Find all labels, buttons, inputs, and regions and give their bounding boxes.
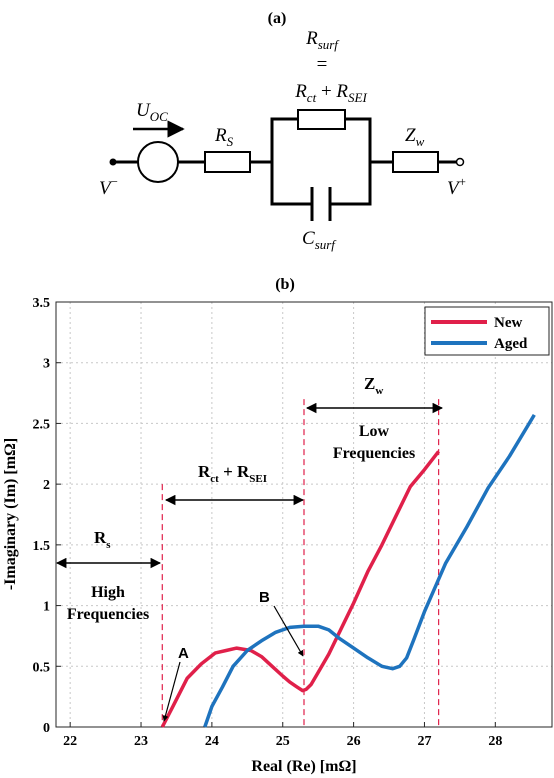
x-tick-label: 26 [347, 734, 361, 749]
x-tick-label: 28 [488, 734, 502, 749]
high-frequencies-line1: High [91, 584, 125, 601]
rs-label: Rs [94, 528, 111, 551]
x-tick-label: 24 [205, 734, 219, 749]
annotations: Rs High Frequencies Rct + RSEI Zw Low Fr… [55, 374, 444, 722]
r-ct-sei-label: Rct + RSEI [294, 81, 367, 105]
parallel-left [270, 117, 312, 206]
x-tick-label: 27 [417, 734, 431, 749]
low-frequencies-line1: Low [359, 423, 390, 440]
nyquist-plot: 22 23 24 25 26 27 28 0 0.5 1 1.5 2 2.5 3 3.5 Rs High F… [2, 296, 553, 775]
low-frequencies-line2: Frequencies [333, 445, 415, 462]
y-tick-label: 3.5 [33, 296, 51, 311]
plot-grid [56, 301, 552, 728]
r-surf-label: Rsurf [305, 28, 340, 52]
x-tick-label: 22 [63, 734, 77, 749]
high-frequencies-line2: Frequencies [67, 606, 149, 623]
legend: New Aged [424, 306, 550, 356]
x-tick-label: 25 [276, 734, 290, 749]
point-b-arrow [273, 605, 304, 657]
resistor-rs [204, 151, 251, 173]
tick-labels: 22 23 24 25 26 27 28 0 0.5 1 1.5 2 2.5 3 3.5 [33, 296, 503, 749]
y-tick-label: 0.5 [33, 660, 51, 675]
y-tick-label: 2.5 [33, 417, 51, 432]
plot-frame [55, 301, 553, 728]
terminal-plus-icon [455, 157, 465, 167]
legend-label-new: New [494, 315, 522, 331]
c-surf-label: Csurf [302, 228, 337, 252]
y-tick-label: 3 [43, 357, 50, 372]
terminal-minus-icon [109, 158, 117, 166]
point-a-label: A [178, 645, 189, 662]
r-s-label: RS [214, 125, 234, 149]
panel-label-a: (a) [268, 10, 287, 27]
legend-label-aged: Aged [494, 336, 528, 352]
data-series [160, 413, 536, 728]
legend-box [424, 306, 550, 356]
y-tick-label: 1 [43, 600, 50, 615]
zw-label: Zw [364, 374, 383, 397]
parallel-right [330, 117, 372, 206]
x-axis-label: Real (Re) [mΩ] [251, 758, 356, 775]
v-minus-label: V− [99, 174, 118, 199]
equals-sign: = [317, 54, 328, 75]
point-a-arrow [162, 661, 181, 722]
y-tick-label: 1.5 [33, 539, 51, 554]
y-axis-label: -Imaginary (Im) [mΩ] [2, 438, 19, 590]
panel-label-b: (b) [275, 276, 295, 293]
series-line-aged [203, 413, 536, 728]
rct-sei-label: Rct + RSEI [198, 462, 267, 485]
circuit-diagram: (a) Rsurf = Rct + RSEI UOC RS Zw Csurf [99, 10, 466, 252]
series-line-new [160, 450, 440, 728]
resistor-rct [297, 109, 346, 130]
u-oc-label: UOC [136, 100, 168, 124]
z-w-label: Zw [405, 125, 425, 149]
y-tick-label: 0 [43, 721, 50, 736]
voltage-source-icon [137, 141, 179, 183]
impedance-zw [392, 151, 439, 173]
v-plus-label: V+ [447, 174, 466, 199]
y-tick-label: 2 [43, 478, 50, 493]
x-tick-label: 23 [134, 734, 148, 749]
point-b-label: B [259, 589, 270, 606]
